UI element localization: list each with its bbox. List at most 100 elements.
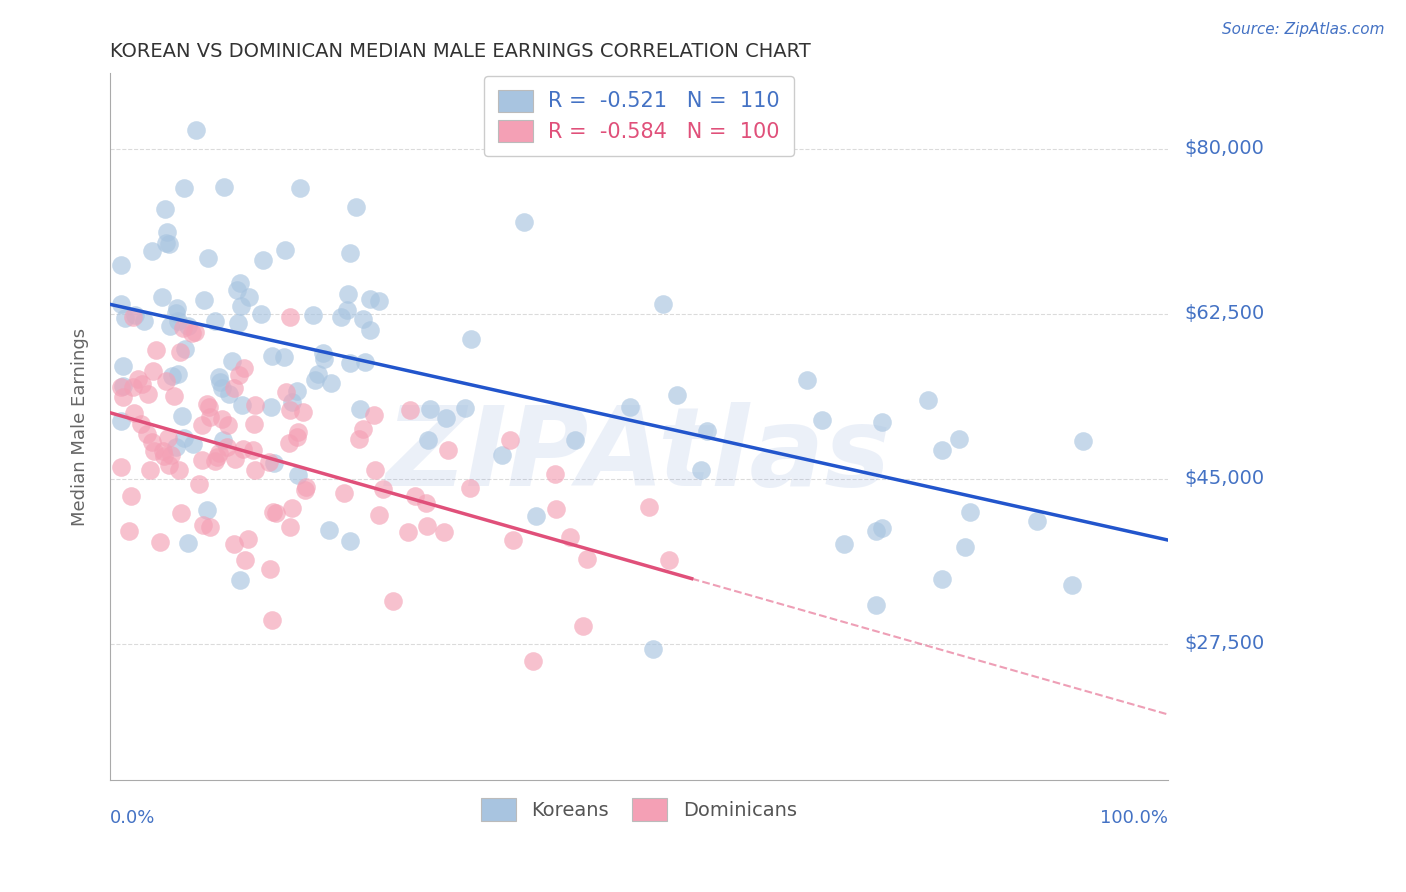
Point [159,319,181,334]
Point [865,524,887,539]
Point [250,307,273,321]
Point [260,350,283,364]
Point [167,367,190,381]
Point [651,297,673,311]
Point [155,235,177,250]
Text: $62,500: $62,500 [1184,304,1264,323]
Point [204,314,226,328]
Point [221,354,243,368]
Point [454,401,477,416]
Point [141,435,163,450]
Point [285,384,308,398]
Point [371,482,394,496]
Point [337,287,360,301]
Point [169,344,191,359]
Point [433,525,456,540]
Point [273,350,295,364]
Point [344,200,367,214]
Point [437,442,460,457]
Point [416,433,439,447]
Point [191,418,214,433]
Point [295,480,318,494]
Point [307,367,329,381]
Point [359,293,381,307]
Point [228,368,250,383]
Point [544,467,567,481]
Point [217,417,239,432]
Point [166,301,188,315]
Point [359,323,381,337]
Point [157,458,180,472]
Point [110,296,132,310]
Point [231,299,253,313]
Text: $27,500: $27,500 [1184,634,1264,653]
Point [184,123,207,137]
Point [162,369,184,384]
Point [513,215,536,229]
Point [193,518,215,533]
Text: KOREAN VS DOMINICAN MEDIAN MALE EARNINGS CORRELATION CHART: KOREAN VS DOMINICAN MEDIAN MALE EARNINGS… [110,42,811,61]
Point [242,443,264,458]
Point [160,448,183,462]
Point [285,430,308,444]
Point [262,505,284,519]
Point [526,509,548,524]
Point [198,400,221,414]
Point [419,402,441,417]
Point [312,351,335,366]
Point [149,535,172,549]
Point [260,613,283,627]
Point [152,443,174,458]
Point [638,500,661,514]
Point [231,398,253,412]
Point [460,332,482,346]
Text: 100.0%: 100.0% [1099,808,1167,827]
Point [572,619,595,633]
Point [953,540,976,554]
Point [114,311,136,326]
Text: $80,000: $80,000 [1184,139,1264,158]
Point [658,553,681,567]
Point [499,433,522,447]
Point [810,412,832,426]
Point [224,452,246,467]
Point [141,244,163,258]
Point [339,356,361,370]
Point [198,520,221,534]
Point [870,415,893,429]
Point [212,180,235,194]
Point [193,293,215,307]
Point [364,462,387,476]
Point [121,380,143,394]
Point [197,251,219,265]
Point [152,449,174,463]
Point [259,455,281,469]
Point [339,534,361,549]
Point [127,372,149,386]
Point [243,463,266,477]
Point [167,314,190,328]
Point [110,258,132,272]
Point [111,359,134,374]
Point [208,446,231,460]
Point [333,486,356,500]
Point [259,562,281,576]
Point [959,505,981,519]
Point [209,375,232,389]
Point [404,489,426,503]
Point [121,310,143,324]
Point [163,389,186,403]
Point [124,308,146,322]
Point [347,432,370,446]
Point [304,373,326,387]
Point [368,294,391,309]
Point [177,318,200,333]
Point [181,437,204,451]
Point [211,381,233,395]
Point [118,524,141,538]
Point [155,374,177,388]
Point [280,395,302,409]
Point [226,316,249,330]
Point [252,253,274,268]
Point [291,405,314,419]
